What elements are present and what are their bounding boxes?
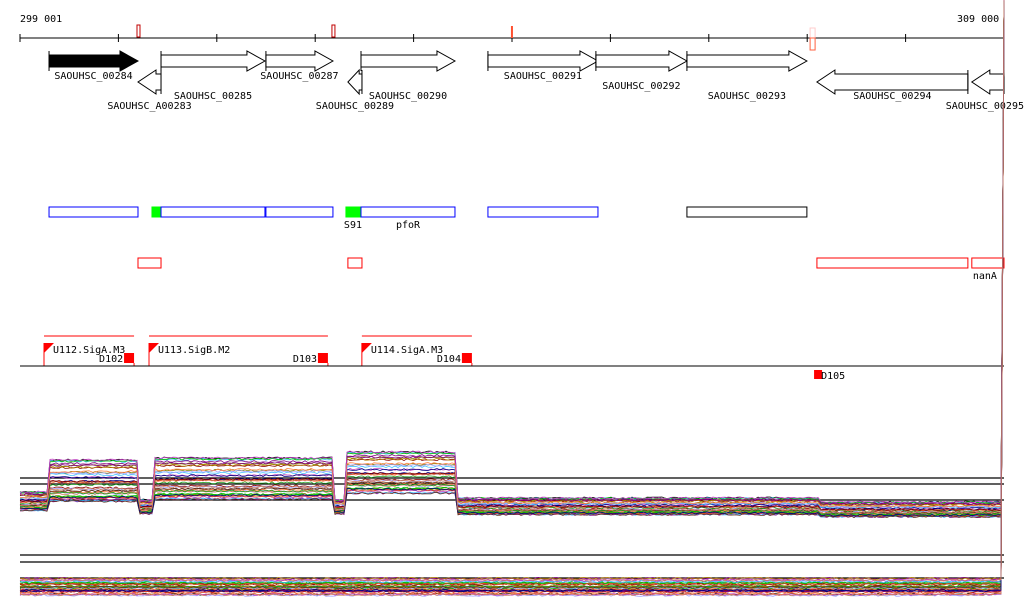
gene-label: SAOUHSC_00287 bbox=[260, 71, 338, 82]
expression-trace bbox=[19, 0, 1005, 507]
tu-label: U113.SigB.M2 bbox=[158, 345, 230, 356]
marker-box bbox=[136, 24, 141, 38]
annotation-box bbox=[487, 206, 599, 218]
expression-trace bbox=[19, 0, 1005, 514]
tu-label: U114.SigA.M3 bbox=[371, 345, 443, 356]
expression-trace bbox=[19, 0, 1005, 517]
annotation-box bbox=[48, 206, 139, 218]
annotation-label: pfoR bbox=[396, 220, 421, 231]
position-markers bbox=[136, 24, 816, 51]
gene-label: SAOUHSC_A00283 bbox=[107, 101, 191, 112]
terminator-label: D102 bbox=[99, 354, 123, 365]
terminator-icon bbox=[317, 353, 328, 363]
annotation-box bbox=[686, 206, 808, 218]
red-annotation-label: nanA bbox=[973, 271, 997, 282]
annotation-box bbox=[360, 206, 456, 218]
gene-arrow bbox=[595, 50, 688, 72]
promoter-flag-icon bbox=[149, 343, 160, 353]
expression-trace bbox=[19, 0, 1005, 509]
gene-arrow bbox=[137, 69, 162, 95]
ruler-start-label: 299 001 bbox=[20, 14, 62, 25]
expression-trace bbox=[19, 0, 1005, 584]
gene-label: SAOUHSC_00294 bbox=[853, 91, 931, 102]
expression-panel-upper bbox=[19, 0, 1005, 519]
expression-trace bbox=[20, 0, 1005, 508]
red-annotation-box bbox=[347, 257, 363, 269]
expression-trace bbox=[19, 0, 1005, 504]
gene-track: SAOUHSC_00284 SAOUHSC_A00283SAOUHSC_00285… bbox=[48, 50, 1024, 112]
gene-arrow bbox=[816, 69, 969, 95]
tu-label: U112.SigA.M3 bbox=[53, 345, 125, 356]
expression-trace bbox=[19, 0, 1005, 589]
promoter-flag-icon bbox=[44, 343, 55, 353]
expression-trace bbox=[19, 0, 1005, 506]
annotation-box bbox=[345, 206, 362, 218]
annotation-label: S91 bbox=[344, 220, 362, 231]
gene-label: SAOUHSC_00291 bbox=[504, 71, 582, 82]
red-annotation-track: nanA bbox=[137, 257, 1005, 282]
marker-box bbox=[809, 37, 816, 51]
promoter-flag-icon bbox=[361, 343, 372, 353]
expression-trace bbox=[19, 0, 1005, 582]
terminator-label: D105 bbox=[821, 371, 845, 382]
expression-trace bbox=[19, 0, 1005, 586]
gene-label: SAOUHSC_00290 bbox=[369, 91, 447, 102]
gene-arrow bbox=[347, 68, 363, 96]
gene-arrow bbox=[970, 69, 1005, 95]
gene-arrow bbox=[265, 50, 334, 72]
ruler-end-label: 309 000 bbox=[957, 14, 999, 25]
expression-trace bbox=[19, 0, 1005, 597]
red-annotation-box bbox=[971, 257, 1005, 269]
gene-arrow bbox=[160, 50, 266, 72]
gene-arrow bbox=[686, 50, 808, 72]
gene-label: SAOUHSC_00293 bbox=[708, 91, 786, 102]
gene-arrow bbox=[360, 50, 457, 72]
terminator-label: D103 bbox=[293, 354, 317, 365]
expression-trace bbox=[19, 0, 1005, 592]
annotation-track: S91 pfoR bbox=[48, 206, 808, 231]
expression-trace bbox=[19, 0, 1005, 512]
red-annotation-box bbox=[137, 257, 162, 269]
expression-trace bbox=[19, 0, 1005, 591]
annotation-box bbox=[265, 206, 334, 218]
gene-label: SAOUHSC_00285 bbox=[174, 91, 252, 102]
terminator-icon bbox=[124, 353, 135, 363]
expression-trace bbox=[19, 0, 1005, 585]
expression-trace bbox=[19, 0, 1005, 580]
gene-label: SAOUHSC_00292 bbox=[602, 81, 680, 92]
terminator-icon bbox=[461, 353, 472, 363]
annotation-box bbox=[151, 206, 162, 218]
terminator-label: D104 bbox=[437, 354, 461, 365]
gene-label: SAOUHSC_00289 bbox=[316, 101, 394, 112]
red-annotation-box bbox=[816, 257, 969, 269]
expression-panel-lower bbox=[19, 0, 1005, 597]
marker-box bbox=[809, 27, 816, 39]
annotation-box bbox=[160, 206, 266, 218]
expression-trace bbox=[19, 0, 1005, 504]
gene-arrow bbox=[487, 50, 599, 72]
gene-label: SAOUHSC_00284 bbox=[54, 71, 132, 82]
gene-label: SAOUHSC_00295 bbox=[946, 101, 1024, 112]
marker-box bbox=[331, 24, 336, 38]
expression-trace bbox=[19, 0, 1005, 519]
gene-arrow bbox=[48, 50, 140, 72]
terminator-icon bbox=[814, 370, 823, 379]
